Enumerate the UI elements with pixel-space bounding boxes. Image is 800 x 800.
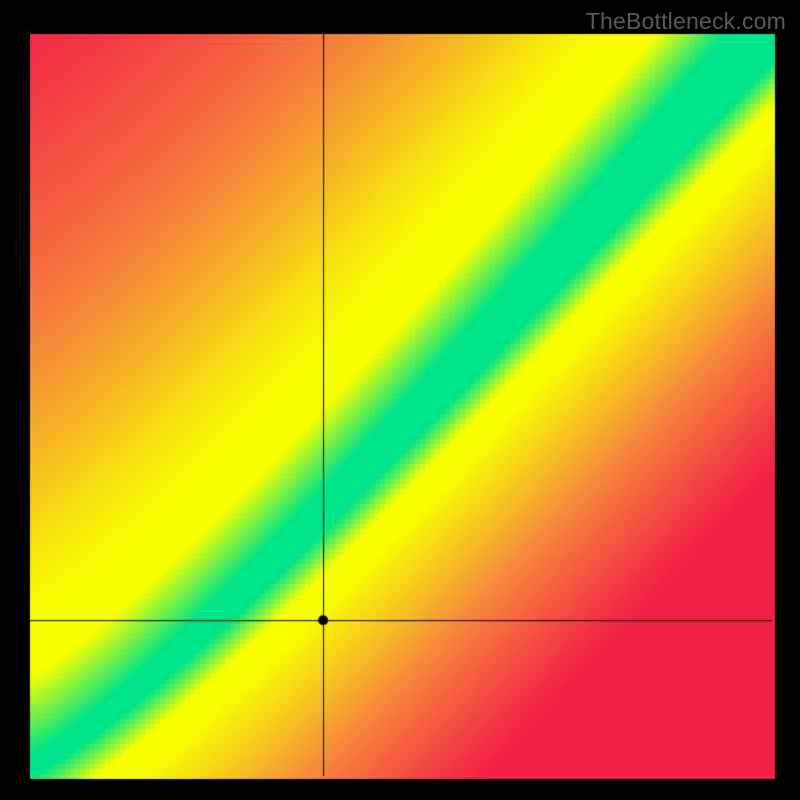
chart-container: TheBottleneck.com <box>0 0 800 800</box>
watermark-text: TheBottleneck.com <box>586 8 786 35</box>
heatmap-canvas <box>0 0 800 800</box>
